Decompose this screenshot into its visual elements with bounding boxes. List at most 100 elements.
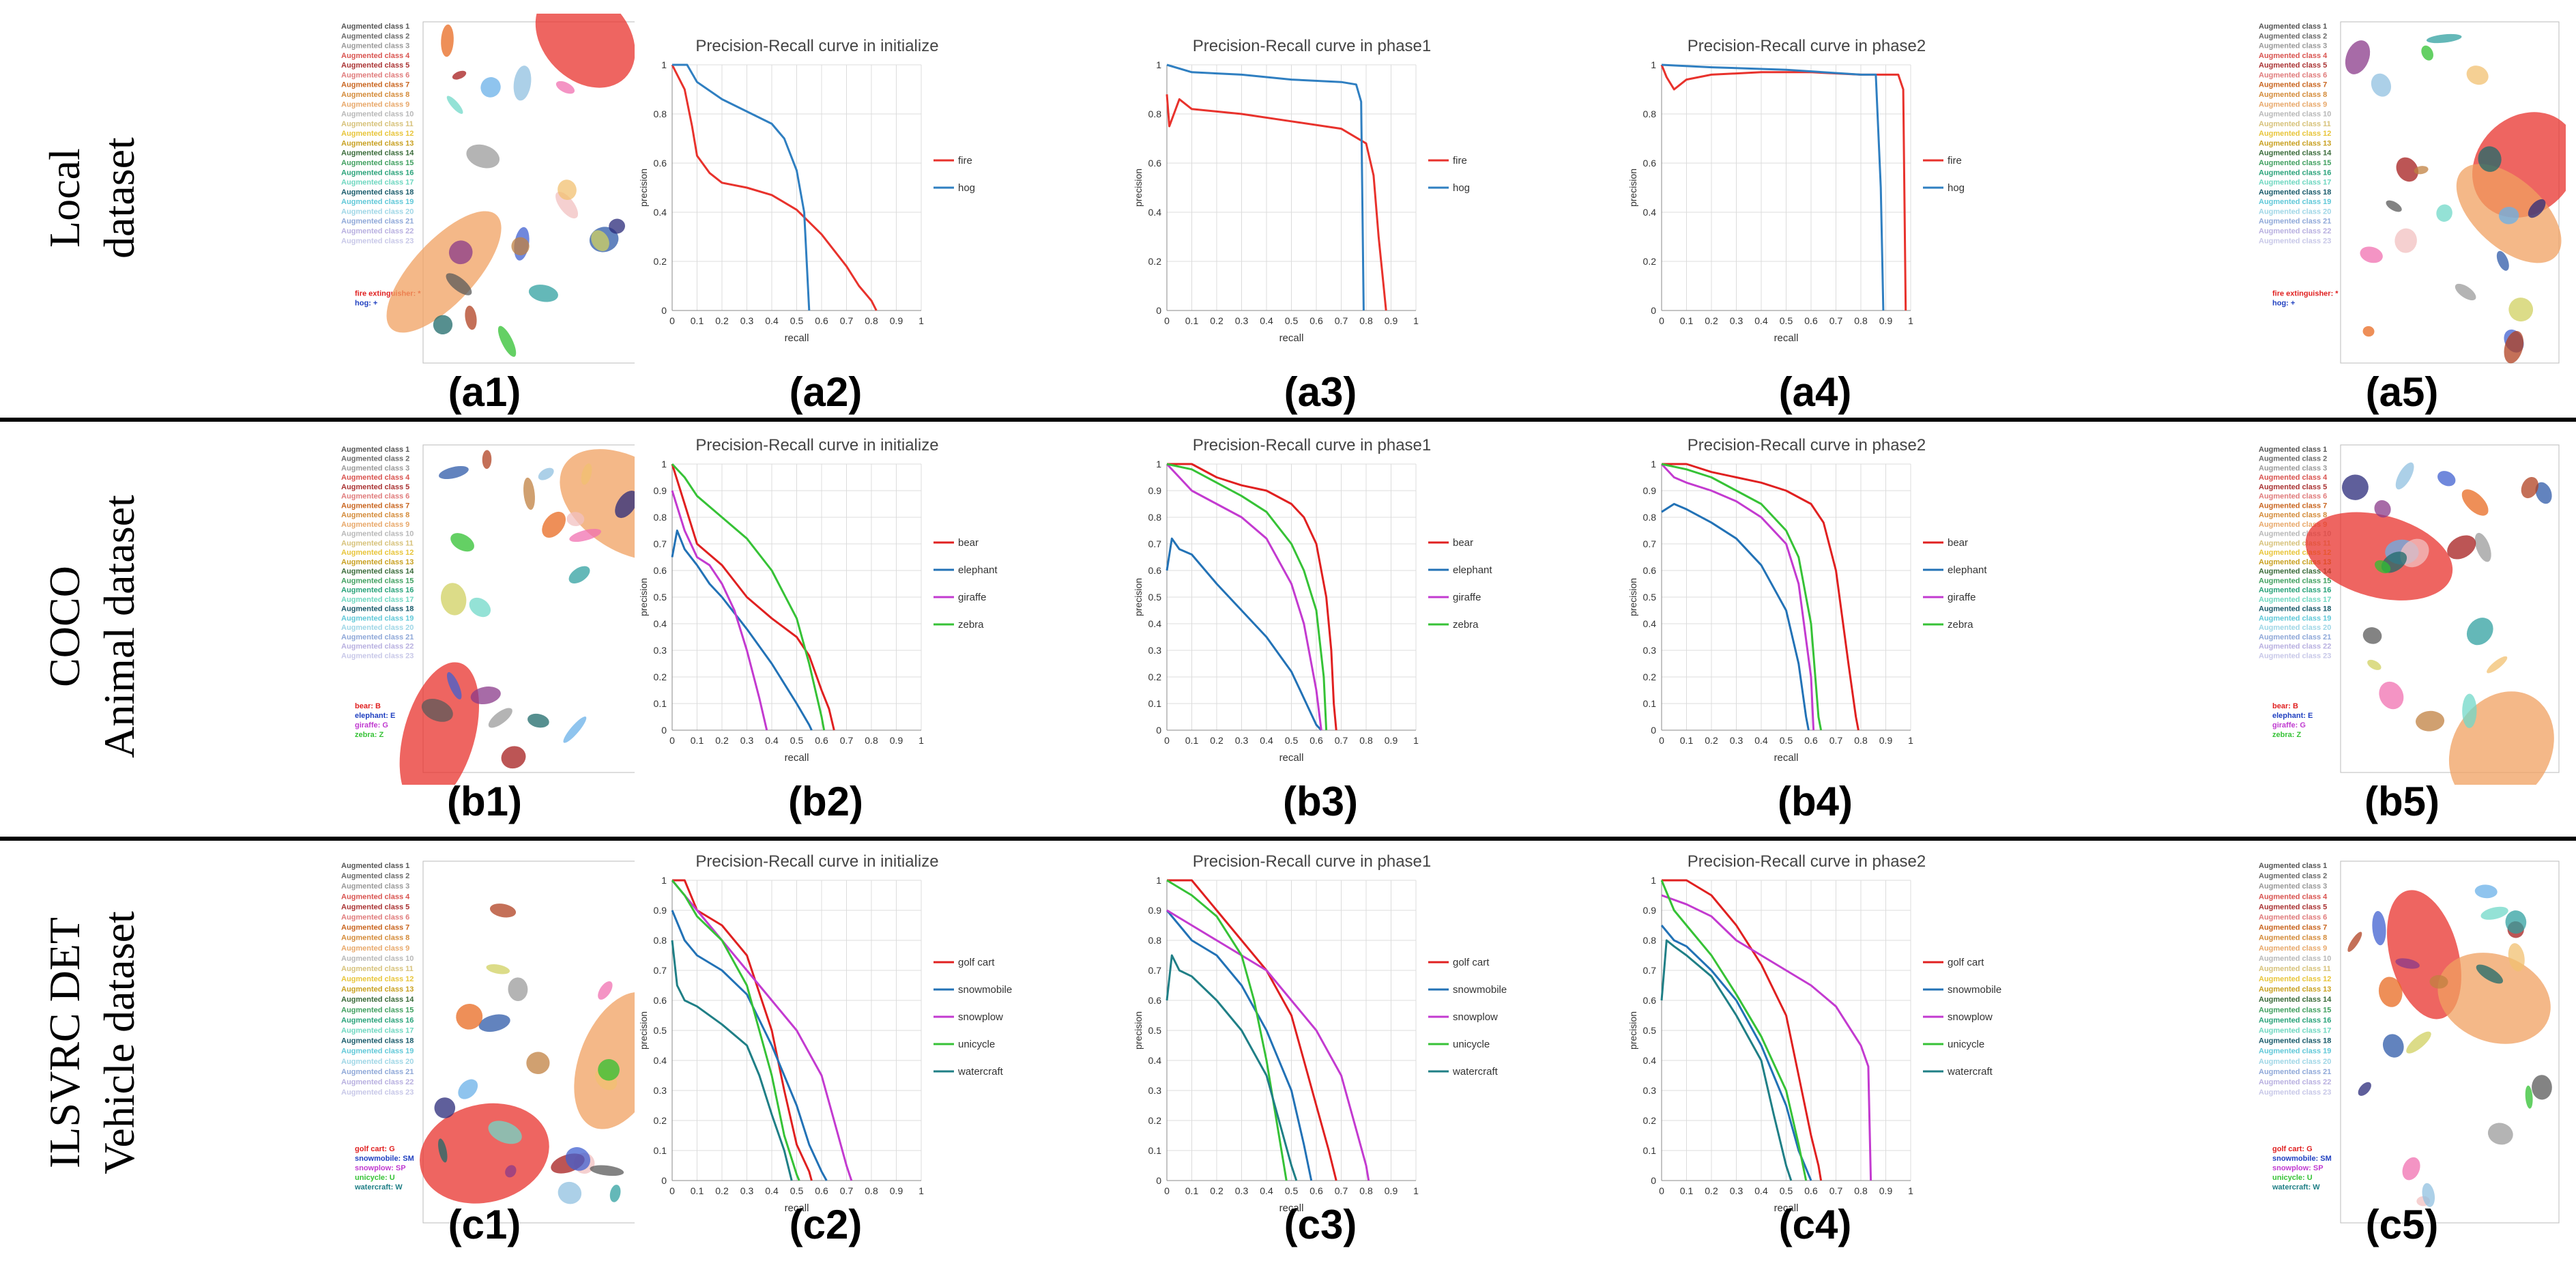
cluster-blob [535,14,635,88]
row-divider-1 [0,418,2576,422]
y-tick-label: 0.9 [654,905,667,916]
legend-extra-entry: bear: B [2272,702,2298,710]
legend-label: golf cart [1948,957,1984,968]
cluster-blob [513,66,532,101]
y-tick-label: 0 [1156,725,1161,736]
cluster-blob [2474,884,2498,899]
cluster-blob [2498,207,2519,225]
legend-entry: Augmented class 8 [2259,934,2327,942]
panel-caption: (a2) [789,369,863,415]
plot-frame [2340,444,2560,773]
legend-label: fire [958,155,972,167]
x-tick-label: 0.9 [1879,1185,1893,1196]
x-tick-label: 0.8 [865,735,878,746]
legend-entry: Augmented class 1 [341,23,409,31]
x-tick-label: 0.3 [740,1185,754,1196]
legend-entry: Augmented class 20 [341,624,414,632]
legend-entry: Augmented class 4 [341,474,410,482]
panel-caption: (c4) [1778,1202,1852,1247]
legend-extra-entry: unicycle: U [2272,1174,2313,1182]
panel-caption: (c3) [1284,1202,1357,1247]
cluster-blob [555,191,579,219]
legend-label: unicycle [1948,1039,1984,1050]
panel-caption: (b1) [447,779,522,824]
cluster-blob [478,1014,510,1032]
pr-chart-a2: Precision-Recall curve in initialize 0 0.1… [635,14,1017,375]
y-tick-label: 0.3 [1643,1085,1657,1096]
x-tick-label: 0.2 [715,735,729,746]
x-tick-label: 0.7 [840,1185,854,1196]
legend-entry: Augmented class 11 [341,539,414,547]
cluster-blob [565,1147,591,1171]
legend-entry: Augmented class 22 [2259,227,2331,235]
x-tick-label: 0.7 [840,735,854,746]
legend-entry: Augmented class 4 [341,893,410,901]
legend-entry: Augmented class 13 [341,985,414,994]
y-tick-label: 0.8 [654,512,667,523]
x-tick-label: 0.5 [1780,315,1793,326]
pr-chart-svg: Precision-Recall curve in phase2 0 0.1 0.2 0… [1627,853,2001,1214]
x-tick-label: 0.9 [890,735,903,746]
series-line-elephant [1661,503,1810,731]
x-tick-label: 0.9 [1879,735,1893,746]
series-line-hog [1661,63,1885,311]
chart-title: Precision-Recall curve in phase1 [1193,37,1432,55]
series-line-snowmobile [1166,910,1313,1181]
y-tick-label: 1 [661,459,667,469]
legend-extra-entry: zebra: Z [2272,731,2301,739]
x-tick-label: 0.9 [890,1185,903,1196]
x-tick-label: 0.1 [691,315,704,326]
x-tick-label: 0.3 [1730,315,1743,326]
y-tick-label: 0.1 [654,698,667,709]
x-tick-label: 0.3 [1730,735,1743,746]
x-axis-label: recall [1774,752,1799,764]
legend-label: fire [1453,155,1467,167]
series-line-elephant [671,530,813,731]
cluster-blob [2406,1031,2431,1054]
legend-entry: Augmented class 21 [2259,218,2331,226]
cluster-blob [558,1181,582,1204]
legend-label: elephant [1453,564,1492,576]
cluster-blob [2528,199,2546,218]
x-tick-label: 0.8 [1359,315,1373,326]
legend-extra-entry: snowplow: SP [2272,1164,2324,1172]
legend-entry: Augmented class 20 [341,1058,414,1066]
x-tick-label: 0.9 [1879,315,1893,326]
y-tick-label: 0.6 [654,158,667,169]
y-tick-label: 0 [1156,1175,1161,1186]
legend-entry: Augmented class 7 [341,81,409,89]
tsne-plot-b5: Augmented class 1 Augmented class 2 Augmen… [2238,437,2566,785]
legend-entry: Augmented class 2 [341,455,409,463]
cluster-blob [505,1165,517,1178]
legend-entry: Augmented class 15 [2259,159,2331,167]
cluster-blob [2437,953,2551,1044]
pr-chart-a4: Precision-Recall curve in phase2 0 0.1 0.2 0… [1624,14,2006,375]
legend-entry: Augmented class 2 [2259,455,2327,463]
y-tick-label: 0.6 [1148,995,1162,1006]
x-tick-label: 0.4 [765,315,779,326]
series-line-hog [1166,63,1365,311]
x-tick-label: 1 [1413,735,1419,746]
x-tick-label: 0.8 [1854,1185,1868,1196]
legend-entry: Augmented class 18 [2259,188,2331,197]
legend-entry: Augmented class 1 [2259,862,2327,870]
y-tick-label: 0.2 [1148,1115,1162,1126]
cluster-blob [433,315,453,335]
legend-entry: Augmented class 3 [341,464,409,472]
cluster-blob [2362,326,2375,337]
y-tick-label: 0.7 [1643,965,1657,976]
cluster-blob [421,698,453,722]
legend-entry: Augmented class 11 [341,965,414,973]
pr-chart-svg: Precision-Recall curve in initialize 0 0.1… [638,853,1012,1214]
panel-caption: (b3) [1283,779,1358,824]
x-tick-label: 0.6 [1804,315,1818,326]
cluster-blob [2360,246,2383,263]
cluster-blob [2504,330,2524,364]
cluster-blob [2429,974,2448,989]
legend-entry: Augmented class 5 [2259,61,2327,70]
cluster-blob [488,708,512,728]
legend-entry: Augmented class 5 [341,903,409,911]
cluster-blob [452,70,467,80]
legend-extra-entry: snowmobile: SM [2272,1155,2332,1163]
